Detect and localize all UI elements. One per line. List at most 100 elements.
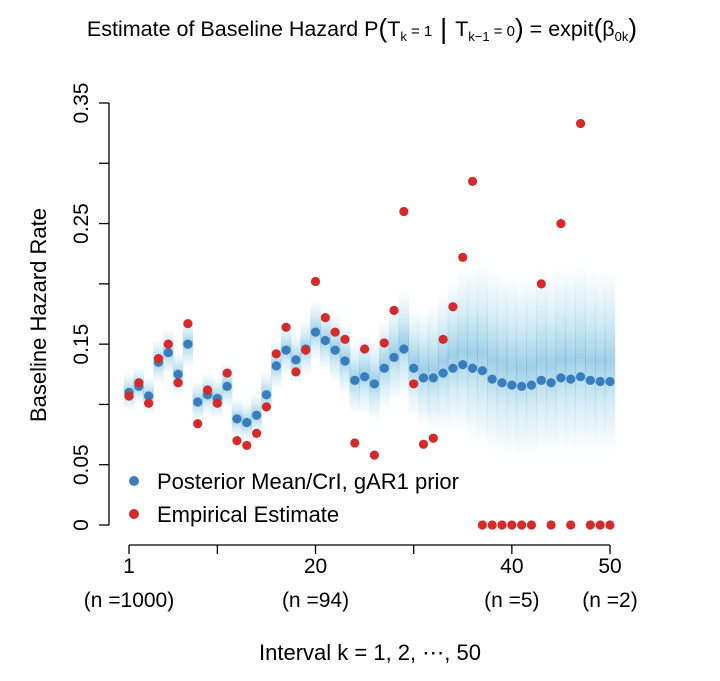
credible-bands: [123, 263, 616, 458]
empirical-point: [301, 345, 311, 355]
posterior-mean-point: [320, 335, 330, 346]
empirical-point: [183, 319, 193, 329]
credible-band: [428, 305, 439, 433]
credible-band: [496, 271, 508, 456]
posterior-mean-point: [232, 414, 242, 424]
empirical-point: [389, 305, 399, 315]
posterior-mean-point: [330, 345, 340, 355]
axes: 0 0.05 0.15 0.25 0.35 1 (n =1000) 20 (n =94) 40 (n…: [70, 83, 638, 612]
posterior-mean-point: [448, 363, 458, 373]
posterior-mean-point: [536, 375, 546, 385]
posterior-mean-point: [183, 339, 193, 349]
empirical-point: [173, 378, 183, 388]
posterior-mean-point: [487, 374, 497, 384]
empirical-point: [448, 302, 458, 312]
x-axis-label: Interval k = 1, 2, ⋯, 50: [259, 640, 481, 665]
empirical-point: [605, 520, 615, 530]
empirical-point: [350, 438, 360, 448]
posterior-mean-point: [350, 375, 360, 385]
empirical-point: [222, 368, 232, 378]
empirical-point: [359, 344, 370, 354]
empirical-point: [153, 354, 164, 364]
posterior-mean-point: [291, 355, 301, 365]
empirical-point: [379, 338, 389, 348]
posterior-mean-point: [389, 352, 399, 363]
credible-band: [477, 263, 488, 446]
empirical-point: [271, 349, 281, 359]
empirical-points: [124, 118, 615, 530]
posterior-mean-point: [595, 376, 605, 387]
empirical-point: [252, 428, 262, 438]
credible-band: [575, 264, 586, 452]
posterior-mean-point: [497, 378, 507, 388]
empirical-point: [595, 520, 605, 530]
posterior-mean-point: [379, 363, 389, 373]
posterior-mean-point: [261, 390, 272, 400]
posterior-mean-point: [281, 345, 291, 355]
empirical-point: [566, 520, 576, 530]
posterior-mean-point: [507, 380, 517, 390]
empirical-point: [144, 398, 154, 408]
posterior-mean-point: [477, 366, 487, 376]
posterior-mean-point: [222, 381, 232, 391]
legend-label-empirical: Empirical Estimate: [157, 502, 339, 527]
empirical-point: [291, 367, 301, 377]
empirical-point: [467, 176, 478, 186]
y-tick-label: 0.25: [70, 203, 93, 244]
credible-band: [594, 270, 606, 453]
credible-band: [516, 276, 527, 458]
credible-band: [457, 269, 468, 434]
empirical-point: [232, 436, 242, 446]
empirical-point: [409, 379, 419, 389]
posterior-mean-point: [546, 378, 556, 388]
empirical-point: [134, 378, 144, 388]
credible-band: [604, 270, 616, 452]
empirical-point: [242, 440, 252, 451]
credible-band: [418, 310, 429, 428]
posterior-mean-point: [399, 344, 409, 354]
empirical-point: [399, 206, 409, 217]
empirical-point: [212, 398, 222, 408]
chart-title: Estimate of Baseline Hazard P(Tk = 1 | T…: [87, 13, 637, 44]
posterior-mean-point: [605, 376, 615, 387]
posterior-mean-point: [310, 327, 321, 337]
y-tick-label: 0.35: [70, 83, 93, 124]
empirical-point: [124, 391, 134, 401]
credible-band: [526, 275, 537, 457]
empirical-point: [507, 520, 517, 530]
x-tick-sample-size: (n =2): [582, 589, 637, 612]
posterior-mean-point: [242, 417, 252, 428]
posterior-mean-point: [517, 381, 527, 391]
credible-band: [437, 292, 449, 431]
posterior-mean-point: [428, 373, 438, 383]
posterior-mean-point: [566, 374, 576, 384]
empirical-point: [575, 118, 586, 129]
posterior-mean-point: [575, 372, 586, 382]
credible-band: [536, 269, 547, 454]
legend-marker-posterior: [129, 476, 139, 486]
empirical-point: [556, 218, 566, 229]
posterior-mean-point: [163, 347, 173, 358]
y-tick-label: 0.15: [70, 324, 93, 365]
x-tick-sample-size: (n =1000): [84, 589, 174, 612]
empirical-point: [458, 252, 468, 262]
empirical-point: [585, 520, 595, 530]
credible-band: [467, 265, 478, 441]
credible-band: [555, 266, 567, 453]
credible-band: [447, 280, 459, 431]
credible-band: [408, 307, 419, 417]
posterior-mean-point: [556, 373, 566, 383]
empirical-point: [487, 520, 497, 530]
empirical-point: [536, 279, 546, 289]
empirical-point: [340, 334, 350, 344]
credible-band: [486, 269, 498, 452]
empirical-point: [202, 385, 213, 395]
credible-band: [506, 274, 518, 457]
empirical-point: [330, 327, 340, 337]
posterior-mean-point: [458, 360, 468, 370]
empirical-point: [418, 439, 429, 449]
x-tick-label: 20: [304, 555, 327, 578]
legend-marker-empirical: [129, 509, 139, 519]
empirical-point: [546, 520, 556, 530]
